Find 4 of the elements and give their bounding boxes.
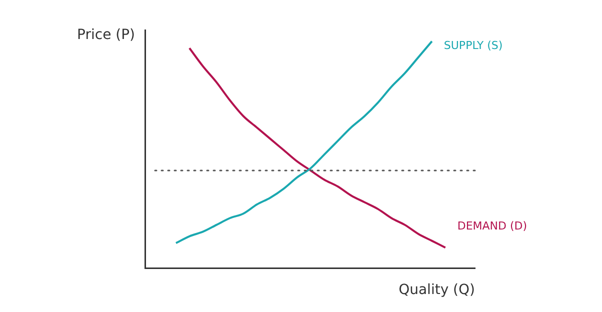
series-label: DEMAND (D) xyxy=(457,219,528,232)
x-axis-title: Quality (Q) xyxy=(398,282,475,298)
series-label: SUPPLY (S) xyxy=(444,39,503,52)
y-axis-title: Price (P) xyxy=(77,27,135,43)
